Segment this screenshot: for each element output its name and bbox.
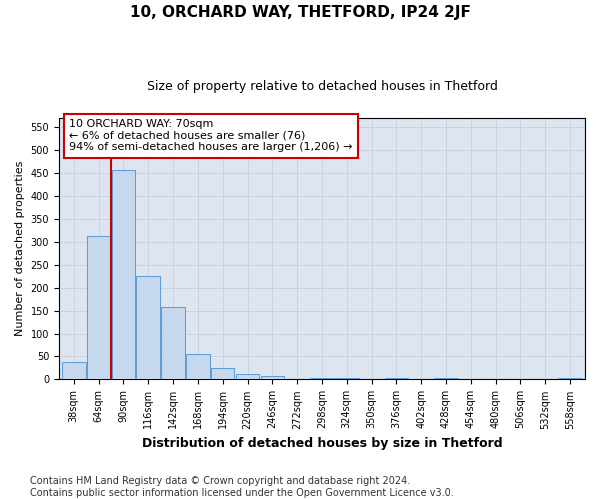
- X-axis label: Distribution of detached houses by size in Thetford: Distribution of detached houses by size …: [142, 437, 502, 450]
- Bar: [112, 170, 135, 380]
- Bar: [434, 378, 458, 380]
- Bar: [136, 276, 160, 380]
- Bar: [236, 374, 259, 380]
- Bar: [87, 236, 110, 380]
- Bar: [186, 354, 209, 380]
- Bar: [335, 378, 359, 380]
- Bar: [559, 378, 582, 380]
- Text: Contains HM Land Registry data © Crown copyright and database right 2024.
Contai: Contains HM Land Registry data © Crown c…: [30, 476, 454, 498]
- Bar: [211, 368, 235, 380]
- Bar: [385, 378, 408, 380]
- Bar: [310, 378, 334, 380]
- Bar: [62, 362, 86, 380]
- Y-axis label: Number of detached properties: Number of detached properties: [15, 161, 25, 336]
- Text: 10, ORCHARD WAY, THETFORD, IP24 2JF: 10, ORCHARD WAY, THETFORD, IP24 2JF: [130, 5, 470, 20]
- Bar: [260, 376, 284, 380]
- Bar: [161, 307, 185, 380]
- Text: 10 ORCHARD WAY: 70sqm
← 6% of detached houses are smaller (76)
94% of semi-detac: 10 ORCHARD WAY: 70sqm ← 6% of detached h…: [70, 119, 353, 152]
- Title: Size of property relative to detached houses in Thetford: Size of property relative to detached ho…: [146, 80, 497, 93]
